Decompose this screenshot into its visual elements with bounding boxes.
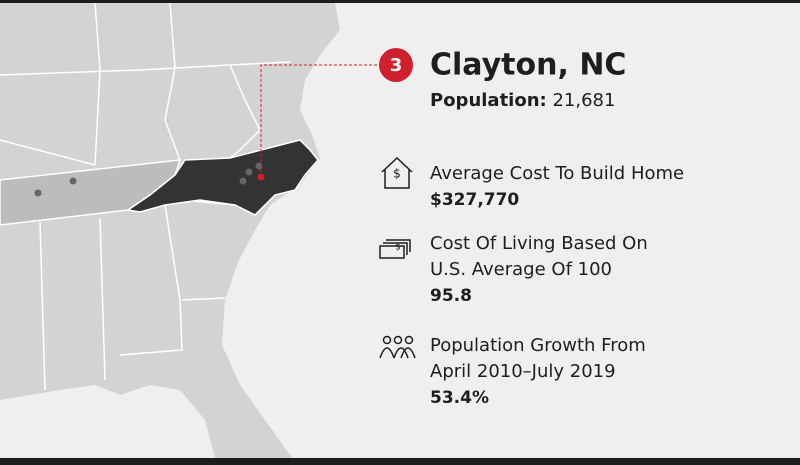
stat-label: Population Growth From — [430, 335, 646, 356]
city-dot — [34, 189, 42, 197]
rank-badge — [379, 48, 413, 82]
stat-value: 53.4% — [430, 388, 489, 408]
stat-label: Cost Of Living Based On — [430, 233, 648, 254]
rank: 3 — [390, 55, 403, 76]
stats: Average Cost To Build Home $327,770 Cost O… — [430, 163, 684, 408]
top-bar — [0, 0, 800, 3]
leader-line — [260, 64, 380, 177]
money-icon — [379, 239, 411, 259]
stat-value: 95.8 — [430, 286, 472, 306]
dollar-sign: $ — [395, 243, 401, 253]
population-label: Population: — [430, 90, 547, 111]
population: Population: 21,681 — [430, 90, 615, 111]
city-dot — [245, 168, 253, 176]
city-dot — [239, 177, 247, 185]
dollar-sign: $ — [393, 167, 401, 181]
map — [0, 2, 380, 458]
land — [0, 3, 340, 458]
stat-label: U.S. Average Of 100 — [430, 259, 612, 280]
stat-label: April 2010–July 2019 — [430, 361, 616, 382]
stat-label: Average Cost To Build Home — [430, 163, 684, 184]
icons — [379, 156, 416, 359]
stat-value: $327,770 — [430, 190, 519, 210]
city-dot — [69, 177, 77, 185]
people-icon — [379, 347, 416, 359]
city-title: Clayton, NC — [430, 48, 626, 83]
house-icon — [381, 156, 413, 189]
north-carolina — [126, 139, 319, 216]
population-value: 21,681 — [552, 90, 615, 111]
